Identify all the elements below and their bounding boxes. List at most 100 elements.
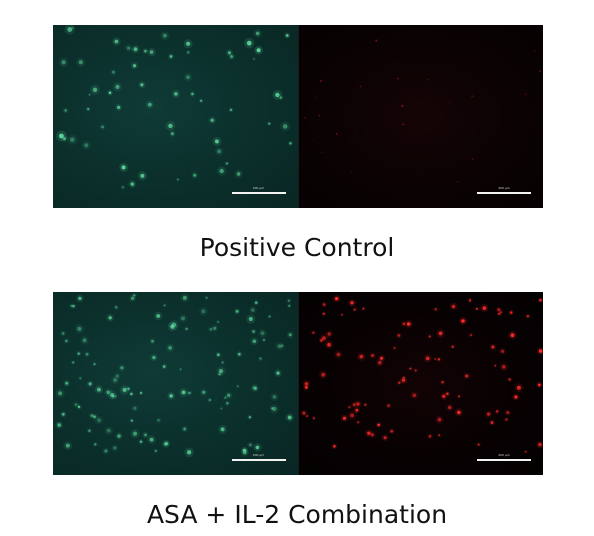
cell-dot: [88, 382, 92, 386]
cell-dot: [437, 434, 440, 437]
cell-dot: [57, 423, 61, 427]
cell-dot: [133, 47, 138, 52]
cell-dot: [93, 363, 96, 365]
cell-dot: [505, 411, 509, 415]
cell-dot: [171, 322, 177, 327]
cell-dot: [457, 395, 460, 398]
cell-dot: [209, 328, 213, 331]
cell-dot: [179, 368, 182, 370]
cell-dot: [101, 125, 104, 129]
cell-dot: [72, 304, 75, 308]
cell-dot: [144, 49, 147, 53]
cell-dot: [319, 80, 322, 83]
cell-glow: [155, 417, 162, 423]
cell-dot: [70, 304, 73, 308]
positive-control-caption: Positive Control: [199, 233, 395, 262]
cell-dot: [335, 133, 338, 135]
cell-dot: [285, 34, 289, 37]
cell-glow: [178, 367, 183, 371]
cell-dot: [334, 297, 338, 301]
cell-dot: [92, 87, 98, 92]
cell-glow: [175, 177, 180, 182]
cell-dot: [185, 327, 188, 330]
cell-dot: [326, 342, 331, 347]
cell-dot: [78, 60, 83, 65]
cell-dot: [191, 92, 194, 96]
cell-glow: [131, 404, 139, 412]
cell-dot: [456, 181, 458, 183]
cell-dot: [288, 333, 292, 337]
cell-dot: [318, 114, 320, 117]
cell-dot: [217, 321, 220, 323]
cell-dot: [287, 415, 292, 420]
cell-dot: [370, 353, 374, 358]
cell-glow: [208, 326, 214, 333]
cell-dot: [354, 408, 358, 412]
cell-dot: [304, 386, 308, 389]
cell-glow: [257, 328, 268, 338]
cell-dot: [248, 316, 253, 322]
cell-glow: [280, 121, 291, 132]
cell-dot: [510, 333, 514, 338]
cell-glow: [94, 416, 104, 425]
cell-dot: [363, 403, 366, 406]
combination-caption: ASA + IL-2 Combination: [146, 500, 448, 529]
cell-dot: [255, 301, 258, 304]
cell-dot: [238, 352, 241, 356]
cell-dot: [69, 137, 75, 143]
cell-dot: [268, 315, 271, 318]
cell-dot: [163, 304, 166, 307]
red-cells-layer: [304, 39, 541, 183]
cell-dot: [64, 109, 67, 112]
cell-dot: [201, 309, 206, 314]
cell-dot: [169, 394, 173, 398]
cell-glow: [252, 57, 256, 61]
cell-dot: [74, 403, 78, 406]
cell-glow: [124, 44, 133, 52]
cell-glow: [60, 330, 67, 337]
cell-dot: [121, 165, 126, 170]
cell-dot: [221, 361, 224, 364]
cell-dot: [526, 315, 529, 318]
cell-dot: [356, 421, 359, 424]
cell-dot: [312, 417, 315, 420]
cell-dot: [400, 104, 403, 107]
cell-dot: [79, 377, 82, 380]
cell-dot: [397, 381, 400, 384]
cell-dot: [58, 391, 63, 396]
cell-dot: [226, 402, 229, 405]
cell-dot: [188, 391, 191, 395]
cell-dot: [133, 406, 137, 410]
cell-dot: [131, 296, 135, 300]
cell-dot: [486, 412, 490, 416]
cell-dot: [482, 306, 486, 310]
cell-dot: [445, 392, 449, 395]
cell-dot: [106, 390, 110, 394]
cell-dot: [349, 413, 354, 418]
scale-bar-label: 200 µm: [498, 186, 510, 190]
cell-dot: [533, 50, 535, 52]
cell-dot: [456, 410, 461, 415]
cell-dot: [63, 137, 66, 141]
cell-dot: [464, 374, 468, 378]
cell-dot: [495, 410, 498, 413]
cell-dot: [524, 450, 527, 453]
cell-dot: [61, 412, 65, 416]
cell-dot: [289, 142, 292, 145]
cell-dot: [260, 331, 265, 336]
cell-dot: [332, 444, 336, 448]
cell-glow: [81, 140, 91, 150]
cell-dot: [389, 429, 393, 433]
cell-dot: [152, 355, 156, 360]
cell-dot: [252, 330, 255, 333]
cell-dot: [183, 427, 187, 431]
cell-dot: [218, 368, 224, 374]
cell-glow: [111, 444, 119, 452]
cell-dot: [252, 339, 257, 344]
cell-dot: [477, 443, 480, 446]
cell-dot: [157, 419, 160, 422]
cell-dot: [112, 70, 115, 74]
cell-glow: [113, 304, 119, 310]
cell-dot: [193, 173, 197, 177]
cell-dot: [301, 411, 305, 415]
